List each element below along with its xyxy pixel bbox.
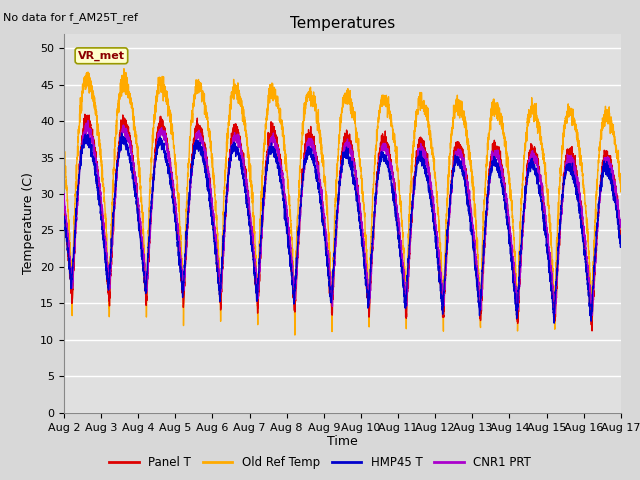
Panel T xyxy=(161,127,168,133)
Old Ref Temp xyxy=(291,332,299,338)
Old Ref Temp xyxy=(468,163,476,168)
CNR1 PRT xyxy=(161,137,168,143)
Old Ref Temp xyxy=(60,155,68,161)
Text: No data for f_AM25T_ref: No data for f_AM25T_ref xyxy=(3,12,138,23)
HMP45 T xyxy=(616,243,624,249)
CNR1 PRT xyxy=(467,208,475,214)
Panel T xyxy=(81,111,89,117)
Title: Temperatures: Temperatures xyxy=(290,16,395,31)
HMP45 T xyxy=(161,148,168,154)
CNR1 PRT xyxy=(322,230,330,236)
HMP45 T xyxy=(322,244,330,250)
HMP45 T xyxy=(550,320,558,326)
Line: Panel T: Panel T xyxy=(64,114,621,331)
CNR1 PRT xyxy=(84,118,92,123)
HMP45 T xyxy=(436,288,444,294)
Panel T xyxy=(436,277,444,283)
Panel T xyxy=(60,194,68,200)
Old Ref Temp xyxy=(120,66,128,72)
Old Ref Temp xyxy=(436,254,444,260)
X-axis label: Time: Time xyxy=(327,435,358,448)
HMP45 T xyxy=(499,188,507,193)
Text: VR_met: VR_met xyxy=(78,51,125,61)
Old Ref Temp xyxy=(161,82,168,88)
Panel T xyxy=(322,235,330,241)
Line: CNR1 PRT: CNR1 PRT xyxy=(64,120,621,315)
Panel T xyxy=(467,208,475,214)
Panel T xyxy=(616,229,624,235)
Old Ref Temp xyxy=(616,179,624,185)
Old Ref Temp xyxy=(322,194,330,200)
Panel T xyxy=(617,230,625,236)
CNR1 PRT xyxy=(617,224,625,230)
HMP45 T xyxy=(60,214,68,220)
CNR1 PRT xyxy=(616,221,624,227)
CNR1 PRT xyxy=(60,197,68,203)
Legend: Panel T, Old Ref Temp, HMP45 T, CNR1 PRT: Panel T, Old Ref Temp, HMP45 T, CNR1 PRT xyxy=(104,452,536,474)
HMP45 T xyxy=(617,241,625,247)
CNR1 PRT xyxy=(499,171,507,177)
Old Ref Temp xyxy=(617,189,625,194)
Y-axis label: Temperature (C): Temperature (C) xyxy=(22,172,35,274)
Panel T xyxy=(588,328,596,334)
CNR1 PRT xyxy=(588,312,596,318)
HMP45 T xyxy=(467,225,475,230)
HMP45 T xyxy=(118,130,125,136)
Line: HMP45 T: HMP45 T xyxy=(64,133,621,323)
Panel T xyxy=(499,166,507,171)
Line: Old Ref Temp: Old Ref Temp xyxy=(64,69,621,335)
CNR1 PRT xyxy=(436,271,444,276)
Old Ref Temp xyxy=(499,131,507,136)
